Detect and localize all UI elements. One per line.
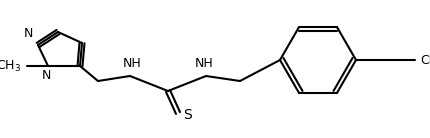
- Text: S: S: [183, 108, 192, 122]
- Text: NH: NH: [195, 57, 213, 70]
- Text: N: N: [41, 69, 51, 82]
- Text: Cl: Cl: [420, 54, 430, 67]
- Text: N: N: [24, 27, 33, 40]
- Text: NH: NH: [123, 57, 141, 70]
- Text: CH$_3$: CH$_3$: [0, 59, 21, 74]
